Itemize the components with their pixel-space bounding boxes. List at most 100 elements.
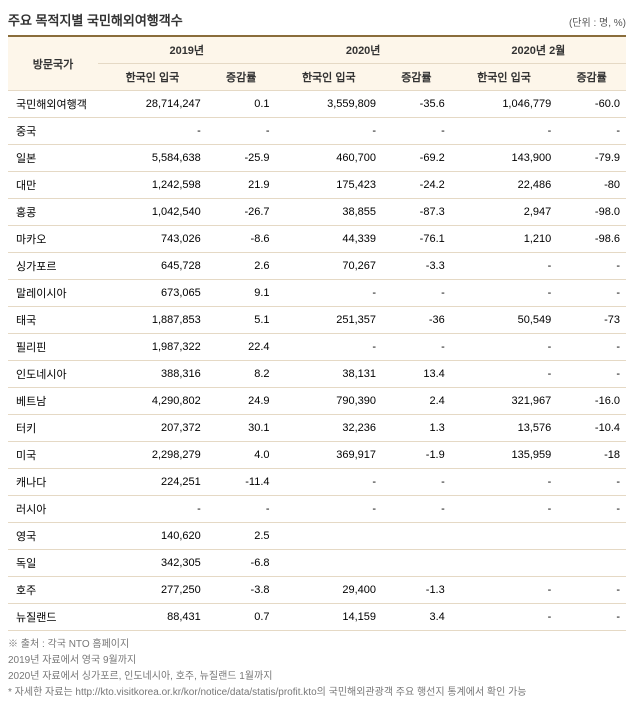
cell-label: 일본	[8, 145, 98, 172]
cell-c2: 38,131	[276, 361, 383, 388]
cell-c3: 1,046,779	[451, 91, 558, 118]
cell-c1: 645,728	[98, 253, 207, 280]
cell-c3: -	[451, 604, 558, 631]
cell-r2: 13.4	[382, 361, 451, 388]
footnotes: ※ 출처 : 각국 NTO 홈페이지2019년 자료에서 영국 9월까지2020…	[8, 637, 626, 700]
cell-c3	[451, 550, 558, 577]
table-row: 러시아------	[8, 496, 626, 523]
cell-r2: -1.3	[382, 577, 451, 604]
cell-r1: 0.1	[207, 91, 276, 118]
table-row: 터키207,37230.132,2361.313,576-10.4	[8, 415, 626, 442]
cell-c2: 70,267	[276, 253, 383, 280]
header-col-in-3: 한국인 입국	[451, 64, 558, 91]
cell-c2: -	[276, 334, 383, 361]
cell-label: 말레이시아	[8, 280, 98, 307]
cell-c2: -	[276, 469, 383, 496]
cell-c2: 14,159	[276, 604, 383, 631]
footnote-line: ※ 출처 : 각국 NTO 홈페이지	[8, 637, 626, 652]
cell-label: 싱가포르	[8, 253, 98, 280]
table-row: 캐나다224,251-11.4----	[8, 469, 626, 496]
cell-r2: 2.4	[382, 388, 451, 415]
cell-r1: 9.1	[207, 280, 276, 307]
cell-r1: -11.4	[207, 469, 276, 496]
cell-r2: -	[382, 496, 451, 523]
cell-label: 터키	[8, 415, 98, 442]
cell-r1: 4.0	[207, 442, 276, 469]
title-row: 주요 목적지별 국민해외여행객수 (단위 : 명, %)	[8, 10, 626, 29]
cell-r3: -	[557, 469, 626, 496]
cell-r1: 0.7	[207, 604, 276, 631]
header-col-rate-2: 증감률	[382, 64, 451, 91]
cell-c1: 88,431	[98, 604, 207, 631]
table-row: 말레이시아673,0659.1----	[8, 280, 626, 307]
table-header: 방문국가 2019년 2020년 2020년 2월 한국인 입국 증감률 한국인…	[8, 36, 626, 91]
cell-c1: 673,065	[98, 280, 207, 307]
cell-r2: -	[382, 118, 451, 145]
cell-r1: 21.9	[207, 172, 276, 199]
cell-c3: 143,900	[451, 145, 558, 172]
travel-table: 방문국가 2019년 2020년 2020년 2월 한국인 입국 증감률 한국인…	[8, 35, 626, 631]
cell-c1: 2,298,279	[98, 442, 207, 469]
cell-r3	[557, 523, 626, 550]
cell-r2: 3.4	[382, 604, 451, 631]
cell-label: 인도네시아	[8, 361, 98, 388]
cell-c3: -	[451, 361, 558, 388]
cell-c2: 251,357	[276, 307, 383, 334]
cell-r1: -	[207, 118, 276, 145]
cell-c2: 460,700	[276, 145, 383, 172]
cell-r3: -79.9	[557, 145, 626, 172]
cell-c2: 38,855	[276, 199, 383, 226]
cell-c3: 13,576	[451, 415, 558, 442]
cell-c2: 175,423	[276, 172, 383, 199]
cell-r3: -	[557, 361, 626, 388]
footnote-line: 2019년 자료에서 영국 9월까지	[8, 653, 626, 668]
cell-r2: -3.3	[382, 253, 451, 280]
cell-r1: -3.8	[207, 577, 276, 604]
cell-c1: 140,620	[98, 523, 207, 550]
header-period1: 2019년	[98, 36, 276, 64]
cell-label: 호주	[8, 577, 98, 604]
cell-r2: -36	[382, 307, 451, 334]
cell-c2: 32,236	[276, 415, 383, 442]
cell-label: 러시아	[8, 496, 98, 523]
cell-c3: 50,549	[451, 307, 558, 334]
cell-label: 뉴질랜드	[8, 604, 98, 631]
cell-label: 미국	[8, 442, 98, 469]
cell-r2: 1.3	[382, 415, 451, 442]
cell-label: 홍콩	[8, 199, 98, 226]
cell-c3: 22,486	[451, 172, 558, 199]
cell-r3: -	[557, 280, 626, 307]
table-row: 일본5,584,638-25.9460,700-69.2143,900-79.9	[8, 145, 626, 172]
cell-label: 필리핀	[8, 334, 98, 361]
cell-label: 영국	[8, 523, 98, 550]
cell-c1: 388,316	[98, 361, 207, 388]
cell-c3: 2,947	[451, 199, 558, 226]
cell-r1: -6.8	[207, 550, 276, 577]
cell-c2: -	[276, 118, 383, 145]
cell-r3: -18	[557, 442, 626, 469]
cell-c1: 277,250	[98, 577, 207, 604]
unit-label: (단위 : 명, %)	[569, 14, 626, 29]
cell-r3	[557, 550, 626, 577]
table-body: 국민해외여행객28,714,2470.13,559,809-35.61,046,…	[8, 91, 626, 631]
cell-c1: -	[98, 118, 207, 145]
cell-c2: -	[276, 280, 383, 307]
header-col-in-1: 한국인 입국	[98, 64, 207, 91]
cell-r3: -	[557, 253, 626, 280]
cell-r2: -35.6	[382, 91, 451, 118]
cell-r3: -	[557, 577, 626, 604]
cell-c2: 790,390	[276, 388, 383, 415]
table-row: 싱가포르645,7282.670,267-3.3--	[8, 253, 626, 280]
cell-r2: -1.9	[382, 442, 451, 469]
cell-r2: -	[382, 334, 451, 361]
cell-r3: -16.0	[557, 388, 626, 415]
cell-c3: -	[451, 334, 558, 361]
cell-c1: 4,290,802	[98, 388, 207, 415]
cell-c1: -	[98, 496, 207, 523]
cell-c3: 135,959	[451, 442, 558, 469]
cell-r1: 24.9	[207, 388, 276, 415]
table-row: 독일342,305-6.8	[8, 550, 626, 577]
table-row: 뉴질랜드88,4310.714,1593.4--	[8, 604, 626, 631]
cell-c1: 1,987,322	[98, 334, 207, 361]
cell-r1: 5.1	[207, 307, 276, 334]
